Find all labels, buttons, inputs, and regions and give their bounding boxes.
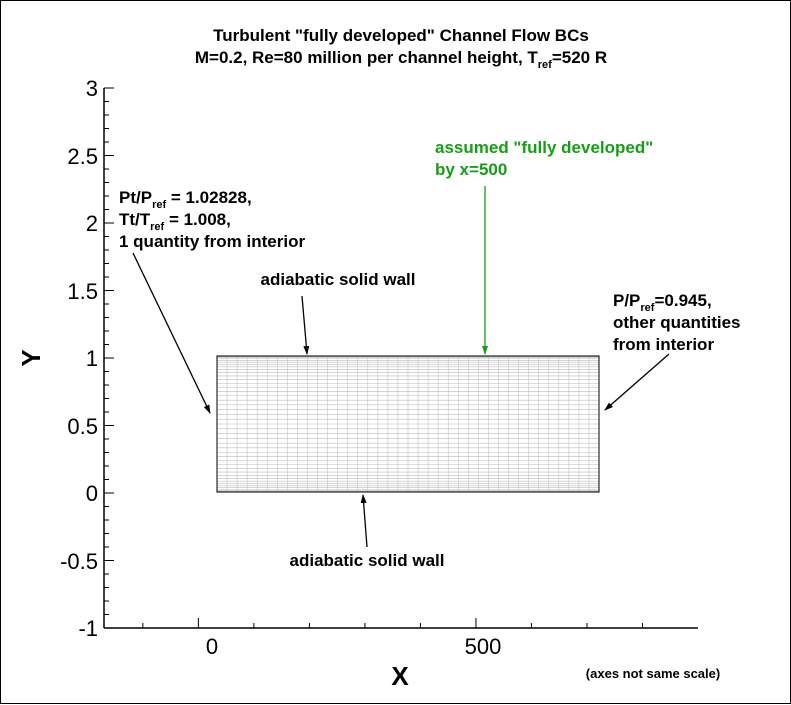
y-ticks xyxy=(104,87,114,629)
y-tick-label: 0 xyxy=(86,481,98,506)
y-tick-label: 0.5 xyxy=(67,414,98,439)
outlet-arrow xyxy=(604,353,670,411)
x-ticks xyxy=(142,618,643,628)
chart-title-line2: M=0.2, Re=80 million per channel height,… xyxy=(195,48,607,71)
bottom-wall-label: adiabatic solid wall xyxy=(290,551,445,570)
fully-developed-label: assumed "fully developed" by x=500 xyxy=(435,138,658,179)
y-axis-label: Y xyxy=(16,349,46,366)
x-tick-label: 500 xyxy=(465,634,502,659)
axes-scale-note: (axes not same scale) xyxy=(586,666,720,681)
y-tick-label: 3 xyxy=(86,76,98,101)
y-tick-label: 1 xyxy=(86,346,98,371)
channel-mesh xyxy=(217,355,599,493)
inlet-arrow xyxy=(132,252,211,414)
y-tick-label: 1.5 xyxy=(67,279,98,304)
inlet-bc-label: Pt/Pref = 1.02828, Tt/Tref = 1.008, 1 qu… xyxy=(119,188,305,251)
chart-title-line1: Turbulent "fully developed" Channel Flow… xyxy=(213,26,589,45)
y-tick-label: -0.5 xyxy=(60,549,98,574)
x-tick-label: 0 xyxy=(206,634,218,659)
bottom-wall-arrow xyxy=(360,494,368,548)
channel-domain-outline xyxy=(216,355,600,493)
y-tick-label: 2.5 xyxy=(67,144,98,169)
top-wall-arrow xyxy=(301,295,310,355)
top-wall-label: adiabatic solid wall xyxy=(261,270,416,289)
outlet-bc-label: P/Pref=0.945, other quantities from inte… xyxy=(613,291,745,354)
x-axis-label: X xyxy=(391,661,409,691)
y-tick-label: 2 xyxy=(86,211,98,236)
y-tick-label: -1 xyxy=(78,616,98,641)
